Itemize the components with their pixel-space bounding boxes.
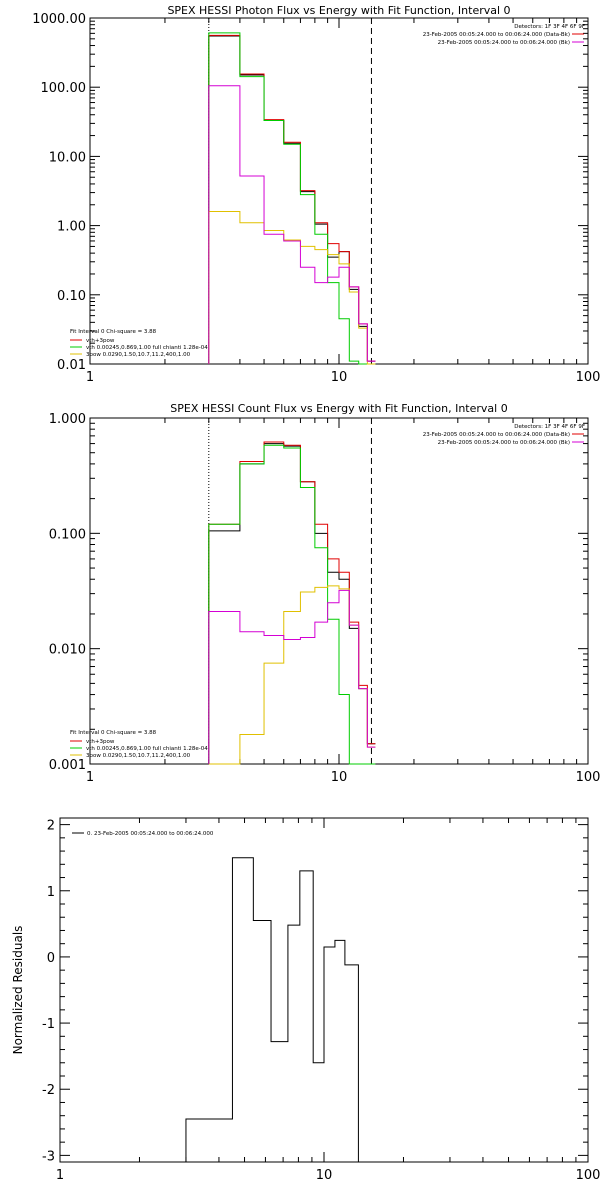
resid-y-tick-label: -2 — [42, 1083, 55, 1098]
resid-y-tick-label: 2 — [47, 819, 55, 834]
count-legend-3pow: 3pow 0.0290,1.50,10.7,11.2,400,1.00 — [86, 753, 191, 759]
photon-y-tick-label: 10.00 — [49, 150, 86, 165]
count-legend: Fit Interval 0 Chi-square = 3.88 vth+3po… — [70, 730, 208, 759]
photon-energy-markers — [208, 18, 372, 364]
resid-y-tick-label: -1 — [42, 1017, 55, 1032]
photon-chart-title: SPEX HESSI Photon Flux vs Energy with Fi… — [167, 4, 510, 17]
resid-y-tick-label: 0 — [47, 951, 55, 966]
photon-series-vth-3pow — [208, 34, 376, 364]
residuals-panel: Normalized Residuals 1 10 100 -3 -2 -1 0 1 2 0. … — [11, 817, 600, 1183]
residuals-series-group — [185, 857, 359, 1162]
residuals-axis-ticks: 1 10 100 -3 -2 -1 0 1 2 — [42, 818, 600, 1183]
photon-x-tick-label: 1 — [86, 370, 94, 385]
count-legend-fit: Fit Interval 0 Chi-square = 3.88 — [70, 730, 157, 736]
count-x-tick-label: 1 — [86, 770, 94, 785]
count-legend-total: vth+3pow — [86, 739, 115, 745]
photon-series-3pow — [208, 210, 376, 365]
photon-legend: Fit Interval 0 Chi-square = 3.88 vth+3po… — [70, 329, 208, 358]
count-header-text: Detectors: 1F 3F 4F 6F 9F 23-Feb-2005 00… — [423, 424, 585, 446]
resid-y-tick-label: -3 — [42, 1149, 55, 1164]
count-series-data-bk — [208, 443, 376, 764]
photon-axis-ticks: 1 10 100 0.01 0.10 1.00 10.00 100.00 1000.00 — [32, 12, 600, 385]
resid-x-tick-label: 10 — [316, 1168, 333, 1183]
count-chart-title: SPEX HESSI Count Flux vs Energy with Fit… — [170, 402, 507, 415]
photon-series-bk — [208, 85, 376, 364]
residuals-y-axis-label: Normalized Residuals — [11, 926, 25, 1055]
photon-legend-vth: vth 0.00245,0.869,1.00 full chianti 1.28… — [86, 345, 208, 351]
photon-interval-bk-label: 23-Feb-2005 00:05:24.000 to 00:06:24.000… — [438, 40, 570, 46]
photon-legend-total: vth+3pow — [86, 338, 115, 344]
count-x-tick-label: 100 — [576, 770, 600, 785]
count-interval-bk-label: 23-Feb-2005 00:05:24.000 to 00:06:24.000… — [438, 440, 570, 446]
resid-y-tick-label: 1 — [47, 885, 55, 900]
photon-series-vth — [208, 32, 376, 365]
photon-legend-3pow: 3pow 0.0290,1.50,10.7,11.2,400,1.00 — [86, 352, 191, 358]
photon-flux-panel: SPEX HESSI Photon Flux vs Energy with Fi… — [32, 4, 600, 385]
count-detectors-label: Detectors: 1F 3F 4F 6F 9F — [514, 424, 585, 430]
photon-y-tick-label: 0.10 — [57, 289, 86, 304]
photon-y-tick-label: 100.00 — [41, 81, 87, 96]
residuals-legend: 0. 23-Feb-2005 00:05:24.000 to 00:06:24.… — [72, 831, 214, 837]
photon-y-tick-label: 1000.00 — [32, 12, 86, 27]
count-flux-panel: SPEX HESSI Count Flux vs Energy with Fit… — [49, 402, 600, 785]
count-series-group — [208, 441, 376, 765]
resid-series-0-23-feb-2005-00-05-24-000-to-00-06-24-000 — [185, 857, 359, 1162]
photon-legend-fit: Fit Interval 0 Chi-square = 3.88 — [70, 329, 157, 335]
count-interval-data-label: 23-Feb-2005 00:05:24.000 to 00:06:24.000… — [423, 432, 570, 438]
count-y-tick-label: 0.100 — [49, 527, 86, 542]
count-series-bk — [208, 589, 376, 764]
resid-x-tick-label: 100 — [576, 1168, 600, 1183]
residuals-legend-label: 0. 23-Feb-2005 00:05:24.000 to 00:06:24.… — [87, 831, 214, 837]
photon-series-data-bk — [208, 35, 376, 364]
photon-interval-data-label: 23-Feb-2005 00:05:24.000 to 00:06:24.000… — [423, 32, 570, 38]
count-energy-markers — [208, 418, 372, 764]
count-y-tick-label: 0.001 — [49, 758, 86, 773]
count-x-tick-label: 10 — [331, 770, 348, 785]
photon-y-tick-label: 0.01 — [57, 358, 86, 373]
photon-x-tick-label: 10 — [331, 370, 348, 385]
count-y-tick-label: 1.000 — [49, 412, 86, 427]
photon-series-group — [208, 32, 376, 365]
count-series-3pow — [208, 585, 376, 765]
photon-detectors-label: Detectors: 1F 3F 4F 6F 9F — [514, 24, 585, 30]
count-y-tick-label: 0.010 — [49, 643, 86, 658]
photon-y-tick-label: 1.00 — [57, 220, 86, 235]
count-axis-ticks: 1 10 100 0.001 0.010 0.100 1.000 — [49, 412, 600, 785]
count-legend-vth: vth 0.00245,0.869,1.00 full chianti 1.28… — [86, 746, 208, 752]
photon-header-text: Detectors: 1F 3F 4F 6F 9F 23-Feb-2005 00… — [423, 24, 585, 46]
count-series-vth-3pow — [208, 441, 376, 764]
count-series-vth — [208, 444, 376, 765]
resid-x-tick-label: 1 — [56, 1168, 64, 1183]
photon-x-tick-label: 100 — [576, 370, 600, 385]
